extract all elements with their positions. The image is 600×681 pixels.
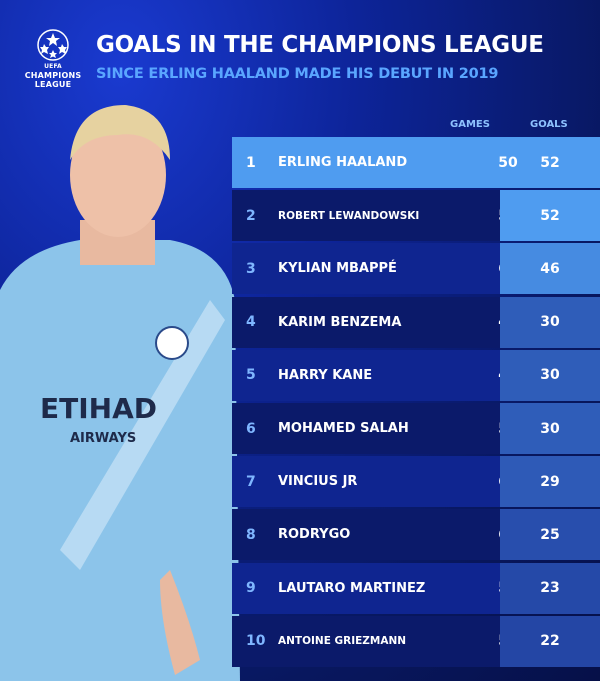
goals-cell: 52	[500, 190, 600, 242]
logo-uefa-text: UEFA	[44, 63, 62, 70]
rank-cell: 1	[246, 154, 256, 171]
player-name: ANTOINE GRIEZMANN	[278, 635, 407, 648]
rank-cell: 5	[246, 367, 256, 384]
goals-cell: 23	[500, 562, 600, 614]
shirt-sponsor: ETIHAD	[40, 392, 157, 425]
title: GOALS IN THE CHAMPIONS LEAGUE	[96, 32, 544, 58]
table-row: 8RODRYGO6625	[232, 509, 600, 561]
shirt-sponsor-sub: AIRWAYS	[70, 431, 136, 446]
rank-cell: 8	[246, 526, 256, 543]
goals-cell: 46	[500, 243, 600, 295]
player-name: LAUTARO MARTINEZ	[278, 580, 426, 596]
rank-cell: 6	[246, 420, 256, 437]
goals-cell: 25	[500, 509, 600, 561]
goals-cell: 29	[500, 456, 600, 508]
table-row: 1 ERLING HAALAND 50 52	[232, 137, 600, 188]
goals-cell: 30	[500, 296, 600, 348]
rank-cell: 10	[246, 633, 266, 650]
player-name: VINCIUS JR	[278, 474, 358, 490]
goals-cell: 52	[540, 154, 560, 171]
player-name: ROBERT LEWANDOWSKI	[278, 209, 420, 222]
goals-header: GOALS	[530, 119, 568, 130]
starball-icon	[37, 29, 69, 61]
player-name: KYLIAN MBAPPÉ	[278, 261, 397, 277]
player-photo: ETIHAD AIRWAYS	[0, 105, 240, 681]
rank-cell: 9	[246, 580, 256, 597]
rank-cell: 3	[246, 260, 256, 277]
rank-cell: 7	[246, 473, 256, 490]
player-name: MOHAMED SALAH	[278, 421, 409, 436]
rank-cell: 4	[246, 314, 256, 331]
logo-text: CHAMPIONS LEAGUE	[24, 71, 82, 89]
games-cell: 50	[498, 154, 518, 171]
player-name: KARIM BENZEMA	[278, 314, 402, 330]
rank-cell: 2	[246, 207, 256, 224]
subtitle: SINCE ERLING HAALAND MADE HIS DEBUT IN 2…	[96, 66, 499, 82]
goals-cell: 22	[500, 615, 600, 667]
player-name: ERLING HAALAND	[278, 155, 408, 170]
player-name: HARRY KANE	[278, 367, 373, 383]
player-name: RODRYGO	[278, 527, 351, 543]
games-header: GAMES	[450, 119, 490, 130]
goals-cell: 30	[500, 349, 600, 401]
champions-league-logo: UEFA CHAMPIONS LEAGUE	[18, 28, 88, 89]
goals-cell: 30	[500, 403, 600, 454]
